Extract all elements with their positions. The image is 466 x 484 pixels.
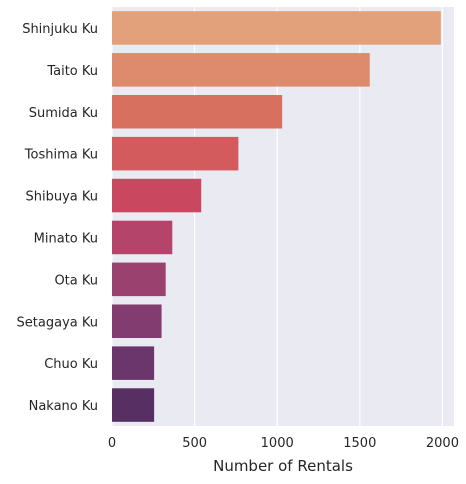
y-tick-label: Setagaya Ku bbox=[17, 315, 98, 330]
y-tick-label: Taito Ku bbox=[46, 64, 98, 79]
y-tick-label: Shinjuku Ku bbox=[22, 22, 98, 37]
bar-sumida-ku bbox=[112, 94, 283, 129]
bar-minato-ku bbox=[112, 220, 173, 255]
bar-chuo-ku bbox=[112, 346, 155, 380]
bar-nakano-ku bbox=[112, 388, 155, 422]
y-tick-label: Nakano Ku bbox=[29, 399, 98, 414]
bar-setagaya-ku bbox=[112, 304, 162, 339]
x-tick-labels: 0 500 1000 1500 2000 bbox=[108, 436, 459, 451]
x-tick-label: 0 bbox=[108, 436, 116, 451]
y-tick-label: Toshima Ku bbox=[24, 148, 98, 163]
y-tick-label: Sumida Ku bbox=[29, 106, 98, 121]
x-tick-label: 500 bbox=[182, 436, 207, 451]
y-tick-label: Chuo Ku bbox=[44, 357, 98, 372]
bar-taito-ku bbox=[112, 53, 370, 87]
bar-ota-ku bbox=[112, 262, 166, 297]
x-tick-label: 1000 bbox=[261, 436, 294, 451]
bar-toshima-ku bbox=[112, 136, 239, 171]
y-tick-label: Ota Ku bbox=[54, 273, 98, 288]
bar-shibuya-ku bbox=[112, 178, 202, 213]
x-tick-label: 1500 bbox=[343, 436, 376, 451]
y-tick-labels: Shinjuku Ku Taito Ku Sumida Ku Toshima Ku Sh… bbox=[17, 22, 98, 414]
x-tick-label: 2000 bbox=[426, 436, 459, 451]
y-tick-label: Minato Ku bbox=[34, 231, 98, 246]
y-tick-label: Shibuya Ku bbox=[25, 190, 98, 205]
bars bbox=[112, 11, 441, 422]
bar-shinjuku-ku bbox=[112, 11, 441, 45]
x-axis-title: Number of Rentals bbox=[213, 457, 353, 475]
